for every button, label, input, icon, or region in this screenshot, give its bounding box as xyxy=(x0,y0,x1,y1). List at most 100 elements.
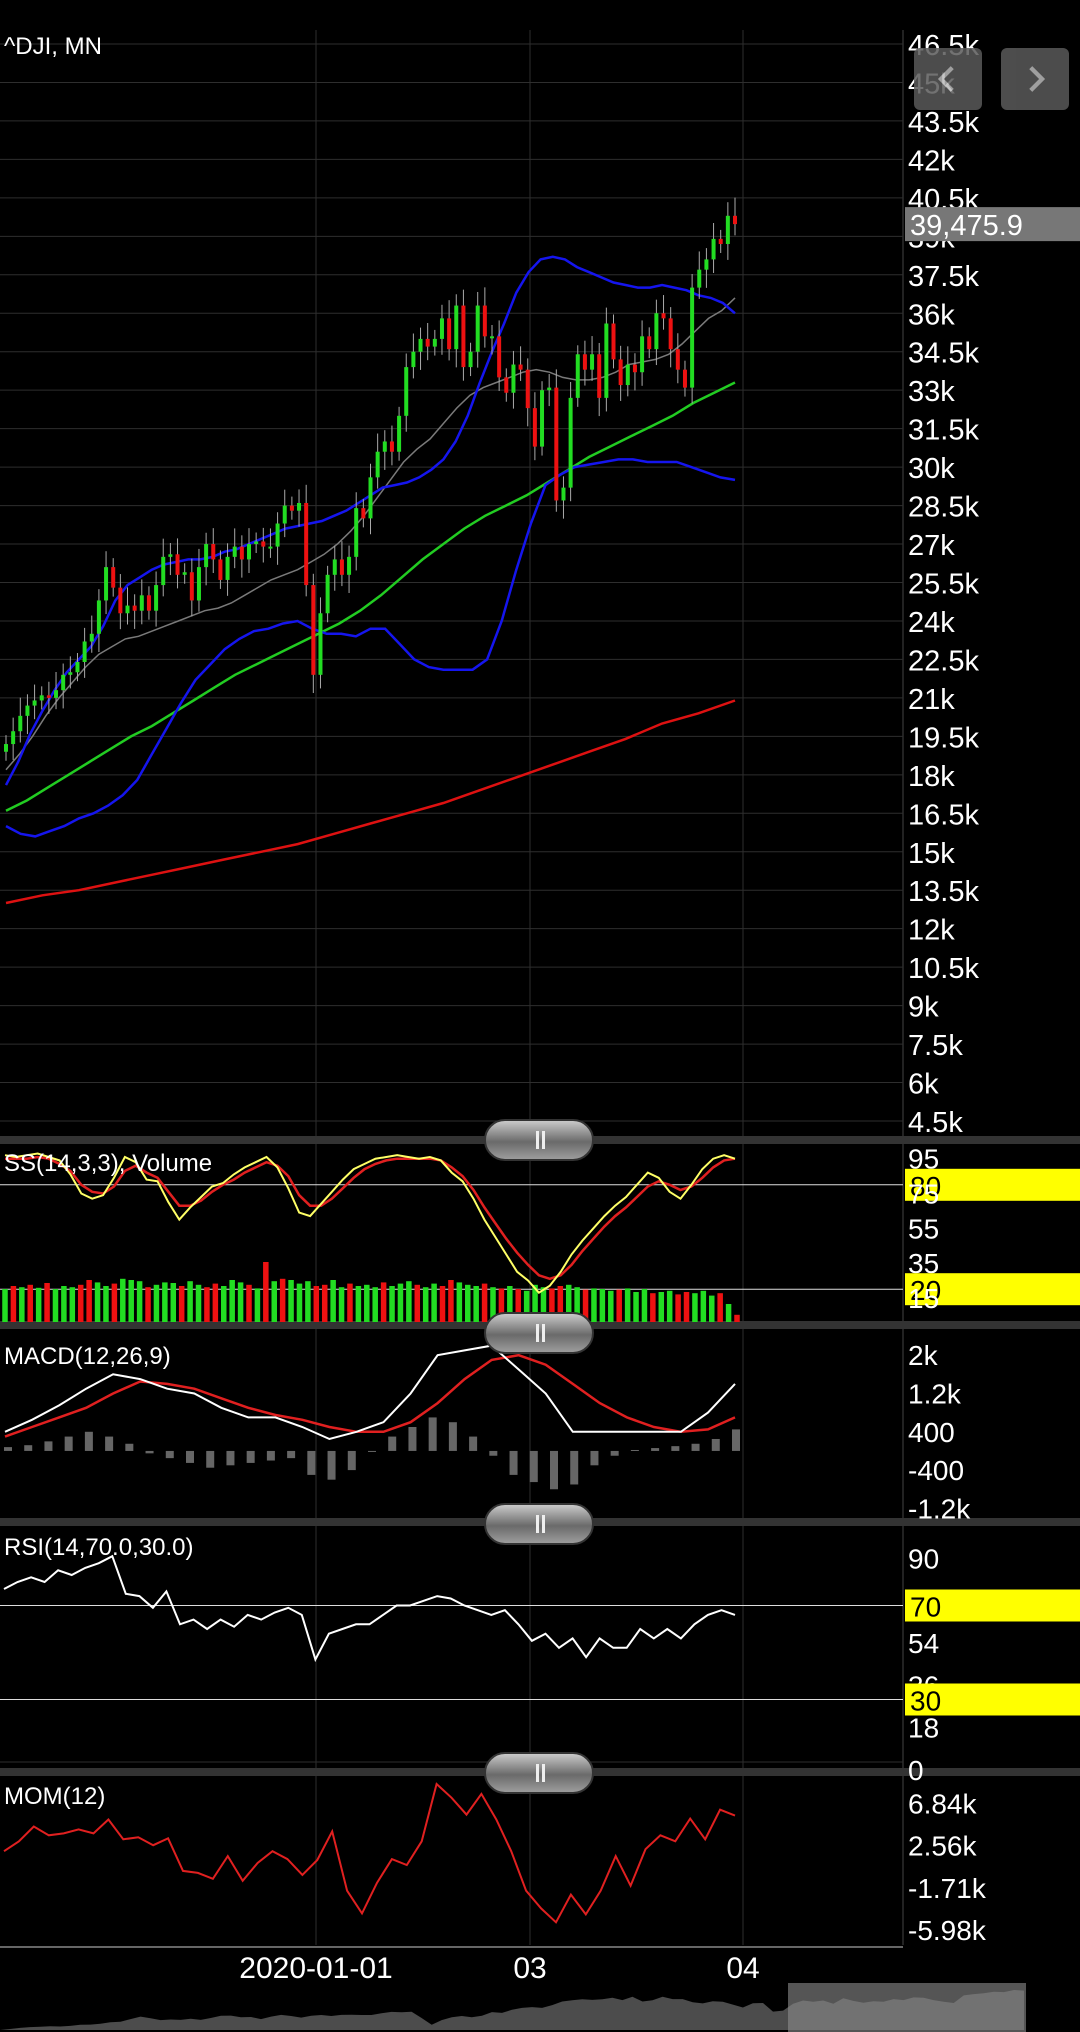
volume-bar xyxy=(574,1287,580,1322)
candle-body xyxy=(439,318,444,339)
macd-histogram-bar xyxy=(428,1417,437,1451)
candle-body xyxy=(525,369,530,409)
volume-bar xyxy=(608,1290,614,1322)
candle-body xyxy=(432,338,437,347)
candle-body xyxy=(468,351,473,368)
candle-body xyxy=(11,731,16,745)
volume-bar xyxy=(650,1293,656,1322)
next-button[interactable] xyxy=(1001,48,1069,110)
volume-bar xyxy=(103,1286,109,1322)
panel-resize-handle[interactable] xyxy=(484,1119,594,1161)
y-tick-label: 16.5k xyxy=(908,799,979,831)
macd-panel xyxy=(4,1344,740,1490)
candle-body xyxy=(325,574,330,614)
y-tick-label: 30k xyxy=(908,453,955,485)
y-tick-label: 18 xyxy=(908,1713,939,1744)
y-tick-label: 75 xyxy=(908,1179,939,1210)
y-tick-label: -400 xyxy=(908,1455,964,1486)
y-tick-label: 70 xyxy=(910,1592,941,1623)
y-tick-label: -1.71k xyxy=(908,1873,987,1904)
candle-body xyxy=(54,690,59,698)
candle-body xyxy=(96,600,101,634)
volume-bar xyxy=(364,1284,370,1322)
y-tick-label: 19.5k xyxy=(908,722,979,754)
candle-body xyxy=(682,369,687,388)
volume-bar xyxy=(136,1281,143,1322)
volume-bar xyxy=(187,1281,193,1322)
volume-bar xyxy=(700,1290,707,1322)
macd-histogram-bar xyxy=(165,1450,174,1459)
y-tick-label: 27k xyxy=(908,530,955,562)
volume-bar xyxy=(490,1287,496,1322)
macd-histogram-bar xyxy=(732,1429,740,1451)
volume-bar xyxy=(414,1284,421,1322)
candle-body xyxy=(447,318,452,350)
candle-body xyxy=(497,336,502,378)
candle-body xyxy=(490,336,494,339)
candle-body xyxy=(39,695,44,701)
candle-body xyxy=(604,323,609,398)
candle-body xyxy=(718,238,723,245)
y-tick-label: 18k xyxy=(908,761,955,793)
y-tick-label: 43.5k xyxy=(908,107,979,139)
candle-body xyxy=(725,215,730,245)
candle-body xyxy=(111,567,116,588)
y-tick-label: 400 xyxy=(908,1417,955,1448)
candle-body xyxy=(339,559,344,575)
candle-body xyxy=(254,541,259,545)
panel-resize-handle[interactable] xyxy=(484,1503,594,1545)
y-tick-label: 30 xyxy=(910,1686,941,1717)
stochastic-d-line xyxy=(5,1155,736,1281)
panel-resize-handle[interactable] xyxy=(484,1312,594,1354)
volume-bar xyxy=(448,1280,454,1322)
volume-bar xyxy=(35,1287,42,1322)
volume-bar xyxy=(431,1283,437,1322)
candle-body xyxy=(504,377,509,393)
panel-resize-handle[interactable] xyxy=(484,1752,594,1794)
y-tick-label: 20 xyxy=(910,1275,941,1306)
y-tick-label: 55 xyxy=(908,1213,939,1244)
candle-body xyxy=(32,700,37,706)
candle-body xyxy=(82,641,87,662)
candle-body xyxy=(118,587,123,614)
candle-body xyxy=(139,595,144,611)
candle-body xyxy=(354,508,359,557)
candle-body xyxy=(104,567,109,601)
candle-body xyxy=(611,323,616,360)
stochastic-k-line xyxy=(4,1152,736,1295)
candle-body xyxy=(518,364,523,370)
candle-body xyxy=(218,559,223,580)
candle-body xyxy=(18,715,23,732)
candle-body xyxy=(304,503,309,586)
macd-histogram-bar xyxy=(266,1450,275,1461)
volume-bar xyxy=(19,1287,25,1322)
candle-body xyxy=(332,559,337,575)
macd-histogram-bar xyxy=(347,1450,356,1471)
volume-bar xyxy=(507,1286,513,1322)
candle-body xyxy=(418,338,423,352)
volume-bar xyxy=(473,1286,479,1322)
candle-body xyxy=(247,544,251,560)
volume-bar xyxy=(683,1292,690,1322)
macd-histogram-bar xyxy=(630,1449,639,1451)
y-tick-label: 1.2k xyxy=(908,1378,962,1409)
volume-bar xyxy=(523,1290,530,1322)
prev-button[interactable] xyxy=(914,48,982,110)
candle-body xyxy=(168,554,173,557)
y-tick-label: 9k xyxy=(908,992,939,1024)
macd-histogram-bar xyxy=(24,1445,33,1451)
candle-body xyxy=(582,354,587,370)
candle-body xyxy=(182,572,187,575)
ma-long-line xyxy=(5,381,736,812)
volume-bar xyxy=(422,1287,429,1322)
volume-bar xyxy=(465,1284,471,1322)
candle-body xyxy=(75,661,80,673)
volume-bar xyxy=(658,1292,665,1322)
price-panel xyxy=(4,197,737,905)
candle-body xyxy=(289,505,294,511)
y-tick-label: 80 xyxy=(910,1171,941,1202)
candle-body xyxy=(561,487,566,501)
level-highlight xyxy=(905,1168,1080,1201)
volume-bar xyxy=(254,1288,261,1322)
